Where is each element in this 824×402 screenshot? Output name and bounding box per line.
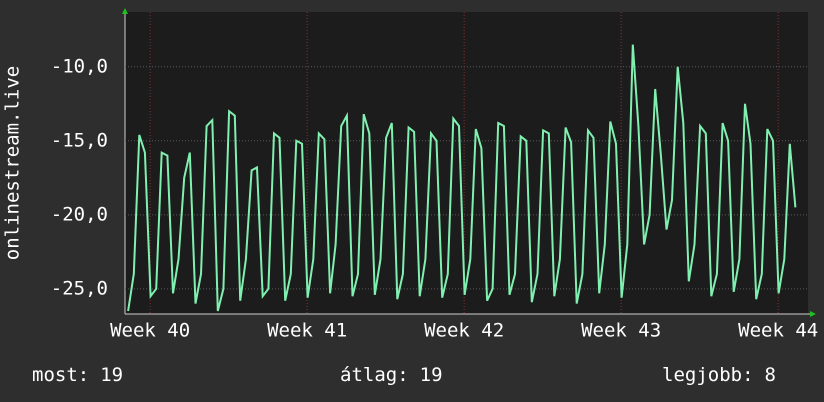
y-tick-label: -25,0 <box>51 277 108 299</box>
y-tick-label: -20,0 <box>51 203 108 225</box>
stat-label: átlag: <box>340 364 409 386</box>
data-line <box>127 44 797 312</box>
stat-value: 19 <box>420 364 443 386</box>
x-tick-label: Week 41 <box>267 320 347 342</box>
y-axis-label: onlinestream.live <box>2 66 24 260</box>
stat-value: 8 <box>765 364 776 386</box>
stat-label: legjobb: <box>662 364 754 386</box>
y-tick-label: -15,0 <box>51 129 108 151</box>
axis-arrow <box>810 311 816 317</box>
footer-stat: most: 19 <box>32 364 123 386</box>
x-tick-label: Week 40 <box>110 320 190 342</box>
stat-value: 19 <box>100 364 123 386</box>
grid <box>125 12 808 314</box>
footer-stat: legjobb: 8 <box>662 364 776 386</box>
x-tick-label: Week 42 <box>424 320 504 342</box>
x-tick-label: Week 43 <box>581 320 661 342</box>
axis-arrow <box>122 8 128 14</box>
x-tick-label: Week 44 <box>738 320 818 342</box>
footer-stat: átlag: 19 <box>340 364 443 386</box>
stat-label: most: <box>32 364 89 386</box>
y-tick-label: -10,0 <box>51 55 108 77</box>
